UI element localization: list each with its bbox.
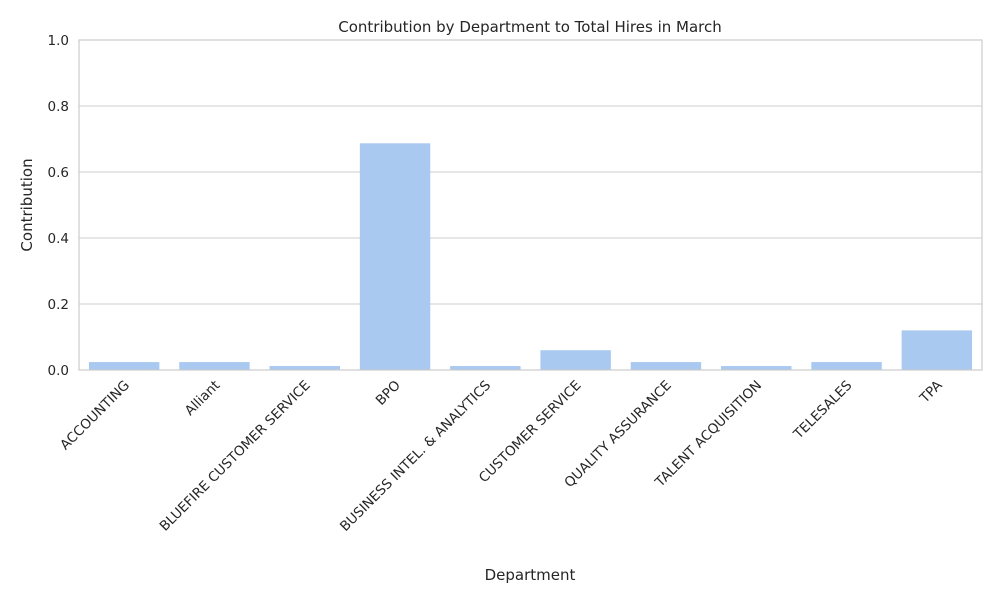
bar-telesales <box>811 362 882 370</box>
y-tick-label: 1.0 <box>48 33 69 49</box>
y-tick-label: 0.8 <box>48 99 69 115</box>
y-tick-label: 0.4 <box>48 231 69 247</box>
bar-customer-service <box>540 350 611 370</box>
bar-quality-assurance <box>630 362 702 370</box>
bar-talent-acquisition <box>721 366 792 370</box>
bar-bluefire-customer-service <box>269 366 340 370</box>
bar-bpo <box>359 143 431 370</box>
bar-tpa <box>901 330 973 370</box>
y-tick-label: 0.6 <box>48 165 69 181</box>
y-axis-label: Contribution <box>18 158 36 251</box>
bar-alliant <box>179 362 250 370</box>
chart-title: Contribution by Department to Total Hire… <box>338 18 722 36</box>
y-tick-labels: 0.0 0.2 0.4 0.6 0.8 1.0 <box>48 33 69 379</box>
y-tick-label: 0.2 <box>48 297 69 313</box>
plot-frame <box>78 39 983 371</box>
bars <box>88 143 973 370</box>
y-tick-label: 0.0 <box>48 363 69 379</box>
bar-business-intel-analytics <box>450 366 521 370</box>
bar-accounting <box>88 362 160 370</box>
x-axis-label: Department <box>485 566 576 584</box>
